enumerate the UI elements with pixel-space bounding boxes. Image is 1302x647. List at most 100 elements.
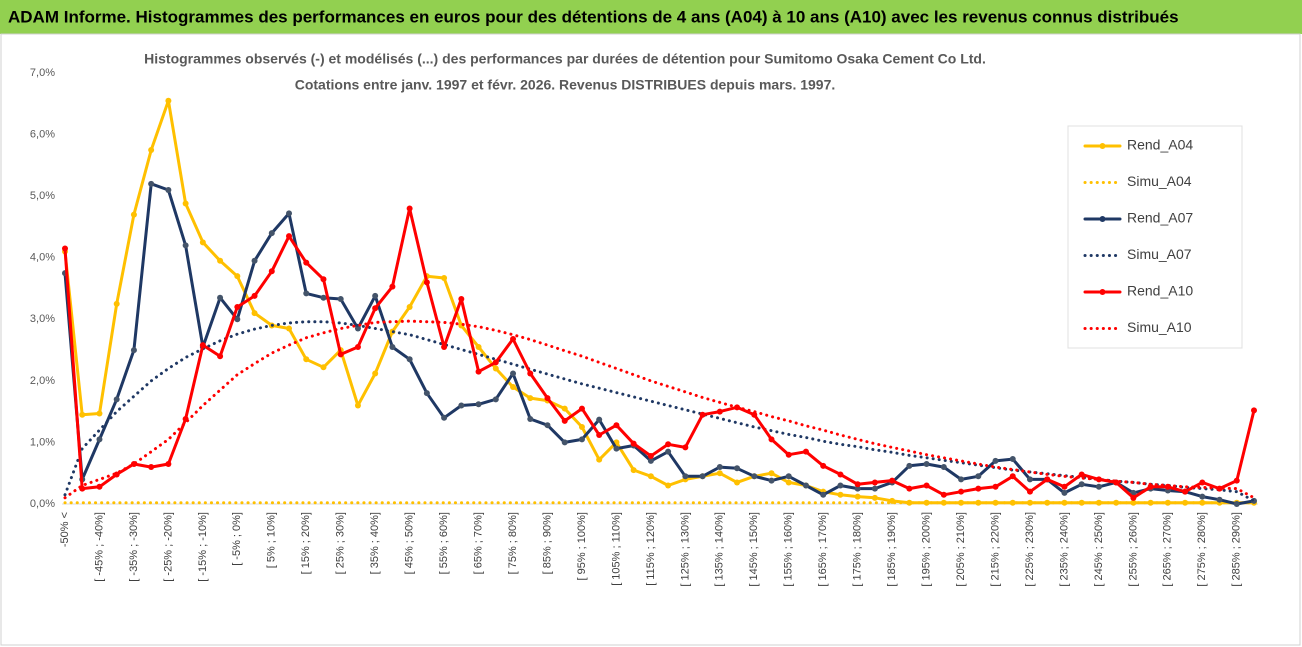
x-tick-label: [ -25% ; -20%] xyxy=(162,512,174,582)
point xyxy=(113,396,120,403)
x-tick-label: [ 215% ; 220%] xyxy=(989,512,1001,587)
point xyxy=(802,448,809,455)
point xyxy=(630,440,637,447)
x-tick-label: [ 255% ; 260%] xyxy=(1127,512,1139,587)
point xyxy=(1113,499,1120,506)
point xyxy=(527,416,534,423)
point xyxy=(199,239,206,246)
x-tick-label: [ 5% ; 10%] xyxy=(266,512,278,568)
x-tick-label: [ 95% ; 100%] xyxy=(576,512,588,581)
point xyxy=(958,476,965,483)
x-tick-label: [ 15% ; 20%] xyxy=(300,512,312,574)
point xyxy=(854,485,861,492)
x-tick-label: [ 45% ; 50%] xyxy=(404,512,416,574)
point xyxy=(527,395,534,402)
x-tick-label: [ -35% ; -30%] xyxy=(128,512,140,582)
legend-label: Rend_A10 xyxy=(1127,283,1193,299)
point xyxy=(475,368,482,375)
point xyxy=(665,441,672,448)
point xyxy=(251,310,258,317)
point xyxy=(871,485,878,492)
point xyxy=(217,257,224,264)
point xyxy=(992,483,999,490)
point xyxy=(286,210,293,217)
x-tick-label: [ 75% ; 80%] xyxy=(507,512,519,574)
x-tick-label: [ 225% ; 230%] xyxy=(1024,512,1036,587)
point xyxy=(1078,499,1085,506)
point xyxy=(79,411,86,418)
point xyxy=(234,303,241,310)
point xyxy=(62,245,68,252)
point xyxy=(785,473,792,480)
x-tick-label: [ -15% ; -10%] xyxy=(197,512,209,582)
point xyxy=(578,424,585,431)
point xyxy=(699,473,706,480)
x-tick-label: -50% < xyxy=(59,512,71,547)
chart-title: Histogrammes observés (-) et modélisés (… xyxy=(144,51,986,67)
point xyxy=(268,268,275,275)
point xyxy=(148,180,155,187)
point xyxy=(716,464,723,471)
point xyxy=(199,342,206,349)
point xyxy=(1216,496,1223,503)
point xyxy=(1233,501,1240,507)
point xyxy=(234,316,241,323)
point xyxy=(217,294,224,301)
point xyxy=(148,464,155,471)
point xyxy=(406,356,413,363)
point xyxy=(1182,499,1189,506)
point xyxy=(1061,489,1068,496)
point xyxy=(665,482,672,489)
point xyxy=(992,499,999,506)
point xyxy=(527,370,534,377)
series-line xyxy=(63,182,1256,506)
point xyxy=(716,470,723,477)
point xyxy=(734,479,741,486)
point xyxy=(561,439,568,446)
x-tick-label: [ 175% ; 180%] xyxy=(852,512,864,587)
point xyxy=(768,436,775,443)
legend-label: Simu_A10 xyxy=(1127,319,1192,335)
x-tick-label: [ 105% ; 110%] xyxy=(610,512,622,586)
point xyxy=(1061,483,1068,490)
point xyxy=(96,410,103,417)
x-tick-label: [ 125% ; 130%] xyxy=(679,512,691,587)
point xyxy=(1251,407,1257,414)
point xyxy=(1044,476,1051,483)
point xyxy=(578,436,585,443)
point xyxy=(734,465,741,472)
y-tick-label: 2,0% xyxy=(30,375,55,387)
point xyxy=(596,416,603,423)
x-tick-label: [ -45% ; -40%] xyxy=(93,512,105,582)
point xyxy=(475,401,482,408)
point xyxy=(1095,483,1102,490)
x-tick-label: [ 135% ; 140%] xyxy=(714,512,726,587)
point xyxy=(1078,471,1085,478)
point xyxy=(596,432,603,439)
point xyxy=(1130,489,1137,496)
point xyxy=(510,384,517,391)
point xyxy=(682,473,689,480)
series-line xyxy=(63,207,1256,500)
series-line xyxy=(63,99,1256,505)
point xyxy=(423,279,430,286)
point xyxy=(854,481,861,488)
point xyxy=(492,359,499,366)
point xyxy=(837,471,844,478)
point xyxy=(234,273,241,280)
point xyxy=(303,259,310,266)
point xyxy=(165,97,172,104)
point xyxy=(561,405,568,412)
point xyxy=(665,448,672,455)
point xyxy=(647,457,654,464)
point xyxy=(492,365,499,372)
point xyxy=(96,483,103,490)
x-tick-label: [ 275% ; 280%] xyxy=(1196,512,1208,587)
point xyxy=(940,491,947,498)
point xyxy=(1199,499,1206,506)
point xyxy=(286,325,293,332)
point xyxy=(854,493,861,500)
point xyxy=(785,451,792,458)
point xyxy=(889,477,896,484)
